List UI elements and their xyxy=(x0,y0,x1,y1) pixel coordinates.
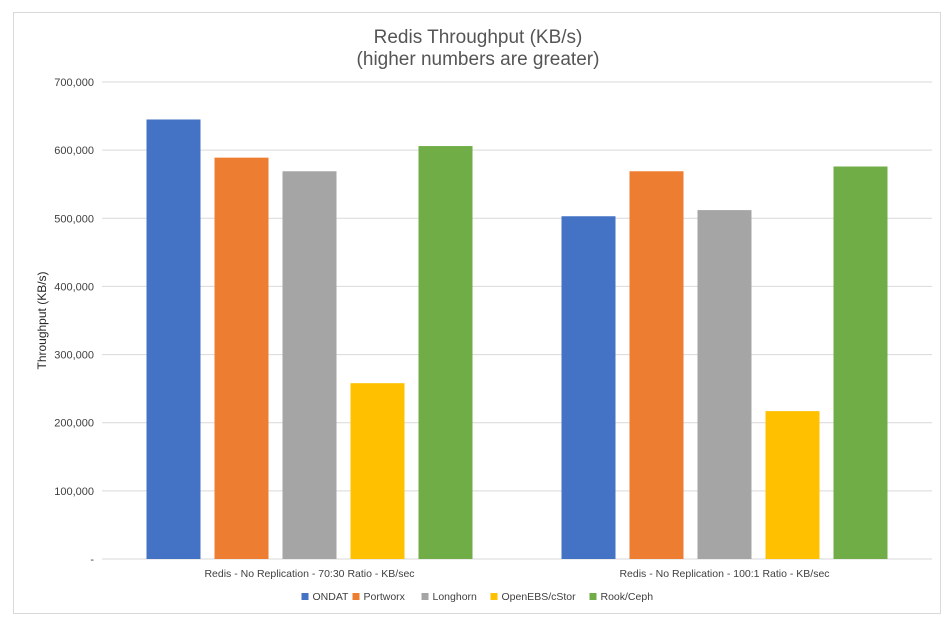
y-tick-label: 100,000 xyxy=(54,486,94,498)
y-axis-title: Throughput (KB/s) xyxy=(35,271,49,369)
bar-portworx-1 xyxy=(629,171,684,559)
bar-rook-ceph-0 xyxy=(418,146,473,559)
bar-longhorn-1 xyxy=(697,210,752,559)
y-tick-labels: - 100,000 200,000 300,000 400,000 500,000 600,… xyxy=(54,77,94,566)
legend-swatch xyxy=(352,593,360,600)
legend-label: ONDAT xyxy=(313,591,350,603)
y-tick-label: 200,000 xyxy=(54,418,94,430)
bar-portworx-0 xyxy=(214,157,269,560)
legend-label: Rook/Ceph xyxy=(601,591,654,603)
chart-subtitle: (higher numbers are greater) xyxy=(357,49,600,70)
category-label: Redis - No Replication - 70:30 Ratio - K… xyxy=(204,568,414,580)
y-tick-label: 300,000 xyxy=(54,350,94,362)
bar-rook-ceph-1 xyxy=(833,166,888,560)
chart-title: Redis Throughput (KB/s) xyxy=(374,27,583,48)
bar-ondat-1 xyxy=(561,216,616,559)
chart-frame: Redis Throughput (KB/s) (higher numbers … xyxy=(13,12,941,614)
legend-label: OpenEBS/cStor xyxy=(502,591,577,603)
bars xyxy=(146,119,888,560)
legend: ONDAT Portworx Longhorn OpenEBS/cStor Rook/C… xyxy=(301,591,654,603)
y-tick-label: 500,000 xyxy=(54,213,94,225)
y-tick-label: - xyxy=(90,554,94,566)
bar-ondat-0 xyxy=(146,119,201,559)
chart-svg: Redis Throughput (KB/s) (higher numbers … xyxy=(35,27,932,603)
legend-label: Longhorn xyxy=(433,591,478,603)
category-label: Redis - No Replication - 100:1 Ratio - K… xyxy=(619,568,829,580)
y-tick-label: 400,000 xyxy=(54,281,94,293)
legend-swatch xyxy=(490,593,498,600)
category-labels: Redis - No Replication - 70:30 Ratio - K… xyxy=(204,568,829,580)
bar-openebs-cstor-1 xyxy=(765,411,820,559)
legend-swatch xyxy=(589,593,597,600)
y-tick-label: 700,000 xyxy=(54,77,94,89)
bar-longhorn-0 xyxy=(282,171,337,559)
legend-label: Portworx xyxy=(364,591,406,603)
legend-swatch xyxy=(301,593,309,600)
y-tick-label: 600,000 xyxy=(54,145,94,157)
bar-openebs-cstor-0 xyxy=(350,383,405,559)
legend-swatch xyxy=(421,593,429,600)
